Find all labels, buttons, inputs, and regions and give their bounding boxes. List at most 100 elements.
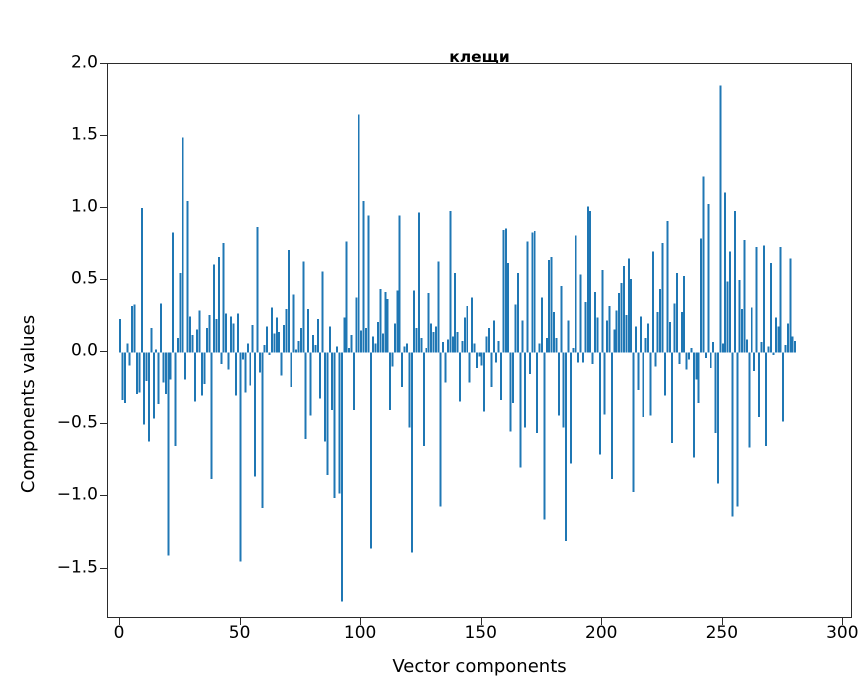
x-tick-mark xyxy=(119,618,121,625)
bar xyxy=(688,352,691,360)
bar xyxy=(492,320,495,353)
bar xyxy=(145,352,148,382)
bar xyxy=(254,352,257,477)
bar xyxy=(540,297,543,353)
bar xyxy=(622,265,625,353)
bar xyxy=(299,327,302,353)
bar xyxy=(198,310,201,353)
bar xyxy=(138,352,141,393)
bar xyxy=(538,343,541,353)
bar xyxy=(196,329,199,353)
bar xyxy=(191,335,194,353)
x-axis-tick-labels: 0 50 100 150 200 250 300 xyxy=(107,623,859,651)
chart-title-line-1: клещи xyxy=(449,47,510,66)
bar xyxy=(420,337,423,353)
bar xyxy=(524,352,527,428)
x-tick-label: 50 xyxy=(228,623,251,643)
bar xyxy=(724,192,727,353)
bar xyxy=(389,352,392,410)
bar xyxy=(391,352,394,367)
bar xyxy=(280,352,283,376)
bar xyxy=(367,215,370,353)
bar xyxy=(577,352,580,363)
bar xyxy=(565,352,568,542)
bar xyxy=(639,316,642,353)
bar xyxy=(249,352,252,386)
x-tick-label: 0 xyxy=(113,623,125,643)
bar xyxy=(372,336,375,353)
bar xyxy=(789,258,792,353)
bar xyxy=(451,336,454,353)
bar xyxy=(442,342,445,353)
bar xyxy=(328,326,331,353)
bar xyxy=(222,242,225,353)
bar xyxy=(434,326,437,353)
bar xyxy=(574,235,577,353)
bar xyxy=(384,291,387,353)
bar xyxy=(217,257,220,353)
bar xyxy=(490,352,493,387)
bar xyxy=(379,288,382,353)
bar xyxy=(432,332,435,353)
bar xyxy=(439,352,442,507)
bar xyxy=(319,352,322,399)
bar xyxy=(644,337,647,353)
bar xyxy=(131,306,134,353)
bar xyxy=(738,280,741,353)
x-tick-mark xyxy=(842,618,844,625)
bar xyxy=(545,337,548,353)
bar xyxy=(668,322,671,353)
bar xyxy=(266,326,269,353)
y-tick-mark xyxy=(100,63,107,64)
x-tick-label: 150 xyxy=(464,623,497,643)
bar xyxy=(232,323,235,353)
bar xyxy=(302,261,305,353)
bar xyxy=(685,352,688,370)
bar xyxy=(695,352,698,380)
bar xyxy=(475,352,478,369)
bar xyxy=(615,310,618,353)
bar xyxy=(692,352,695,458)
bar xyxy=(726,281,729,353)
bar xyxy=(671,352,674,444)
bar xyxy=(150,327,153,353)
bar xyxy=(408,352,411,428)
bar xyxy=(263,345,266,353)
bar xyxy=(531,232,534,353)
bar xyxy=(307,309,310,353)
bar xyxy=(208,314,211,353)
bar xyxy=(164,352,167,395)
bar xyxy=(290,352,293,387)
bar xyxy=(348,347,351,353)
bar xyxy=(536,352,539,434)
bar xyxy=(755,247,758,353)
bar xyxy=(786,323,789,353)
bar xyxy=(521,320,524,353)
bar xyxy=(425,347,428,353)
bar xyxy=(174,352,177,447)
bar xyxy=(733,211,736,353)
bar xyxy=(663,352,666,396)
bar xyxy=(774,317,777,353)
bar xyxy=(697,352,700,403)
bar xyxy=(676,273,678,353)
y-tick-mark xyxy=(100,495,107,497)
y-tick-mark xyxy=(100,207,107,209)
bar xyxy=(596,317,599,353)
bar xyxy=(283,324,285,353)
bar xyxy=(239,352,242,562)
bar xyxy=(748,352,751,448)
bar xyxy=(246,343,249,353)
bar xyxy=(401,352,404,387)
bar xyxy=(656,311,659,353)
bar xyxy=(709,352,712,369)
bar xyxy=(557,352,560,416)
bar xyxy=(632,352,635,493)
bar xyxy=(502,229,505,353)
y-tick-label: 0.0 xyxy=(70,340,98,361)
bar xyxy=(140,208,143,353)
bar xyxy=(444,352,447,383)
bar xyxy=(422,352,425,447)
bar xyxy=(594,291,597,353)
bar xyxy=(507,262,510,353)
